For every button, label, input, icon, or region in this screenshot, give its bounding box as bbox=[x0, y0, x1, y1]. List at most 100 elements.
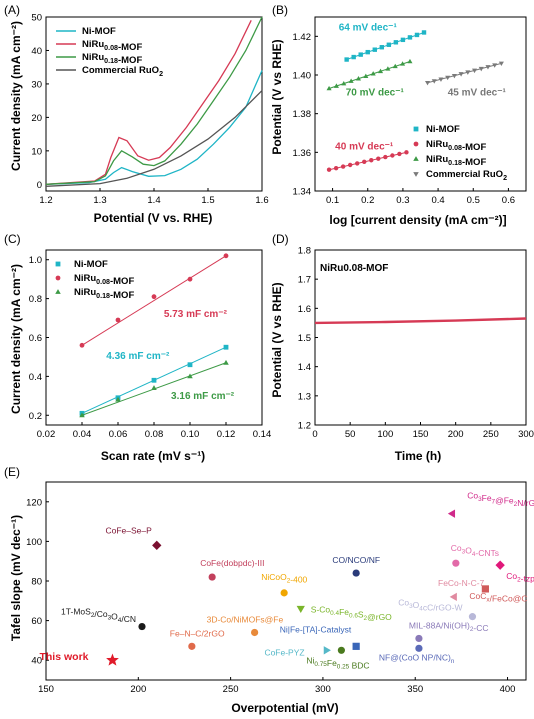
panel-a-xtick-label: 1.4 bbox=[147, 195, 160, 206]
panel-b-point bbox=[386, 42, 392, 47]
panel-b-point bbox=[376, 156, 381, 161]
panel-a-ylabel: Current density (mA cm⁻²) bbox=[9, 21, 23, 171]
panel-b-point bbox=[344, 57, 349, 62]
panel-c-point bbox=[223, 344, 229, 350]
panel-b-point bbox=[451, 73, 457, 79]
panel-e-point bbox=[323, 646, 331, 655]
panel-e-point bbox=[106, 653, 119, 666]
panel-c-legend-marker bbox=[55, 289, 61, 294]
panel-d-ytick-label: 1.6 bbox=[298, 304, 311, 315]
panel-b-point bbox=[355, 161, 360, 166]
panel-d-ylabel: Potential (V vs RHE) bbox=[270, 282, 284, 397]
panel-b-xtick-label: 0.3 bbox=[396, 195, 409, 206]
panel-e-point-label: CoFe(dobpdc)-III bbox=[200, 558, 264, 568]
panel-b-point bbox=[363, 73, 369, 78]
panel-e-point-label: NF@(CoO NP/NC)n bbox=[379, 652, 455, 665]
panel-c-slope-label: 3.16 mF cm⁻² bbox=[171, 391, 235, 402]
panel-b-point bbox=[333, 83, 339, 88]
panel-e-point-label: NiCoO2-400 bbox=[261, 572, 307, 585]
panel-e-point-label: CoCx/FeCo@C bbox=[469, 591, 527, 604]
panel-c-point bbox=[115, 317, 121, 323]
panel-b-point bbox=[362, 159, 367, 165]
panel-b-point bbox=[492, 63, 498, 68]
panel-e-point-label: Co3O4-CNTs bbox=[451, 543, 499, 558]
panel-e-point bbox=[352, 569, 360, 577]
panel-e-point bbox=[495, 560, 505, 570]
panel-b-fit-line bbox=[346, 31, 425, 61]
panel-c-plot: 0.02 0.04 0.06 0.08 0.10 0.12 0.14 0.2 0.4 0.6 0.8… bbox=[29, 249, 272, 440]
panel-c-point bbox=[79, 342, 85, 348]
panel-c-ytick-label: 0.2 bbox=[29, 411, 42, 422]
panel-c-legend-label: NiRu0.18-MOF bbox=[74, 287, 134, 301]
panel-b-xtick-label: 0.6 bbox=[502, 195, 515, 206]
panel-c-xtick-label: 0.14 bbox=[253, 429, 272, 440]
panel-b-point bbox=[358, 52, 363, 57]
panel-b-point bbox=[407, 58, 413, 64]
panel-b-ylabel: Potential (V vs RHE) bbox=[270, 39, 284, 154]
panel-b-point bbox=[478, 66, 484, 72]
panel-e-plot: 150 200 250 300 350 400 40 60 80 100 120 This work C… bbox=[26, 481, 534, 695]
panel-b-fit-line bbox=[328, 151, 407, 171]
panel-e-point-label: Co3O4cC/rGO-W bbox=[398, 598, 462, 613]
panel-e-xtick-label: 200 bbox=[130, 684, 146, 695]
panel-a-ytick-label: 40 bbox=[31, 46, 42, 57]
panel-c-slope-label: 4.36 mF cm⁻² bbox=[106, 351, 170, 362]
panel-b-legend-label: NiRu0.18-MOF bbox=[426, 154, 486, 168]
panel-b-point bbox=[421, 30, 427, 35]
panel-a-ytick-label: 10 bbox=[31, 146, 42, 157]
panel-e-point-label: MIL-88A/Ni(OH)2-CC bbox=[409, 620, 489, 633]
panel-b-point bbox=[378, 68, 384, 74]
panel-a-ytick-label: 30 bbox=[31, 79, 42, 90]
panel-d-xtick-label: 0 bbox=[312, 429, 317, 440]
panel-b-ytick-label: 1.38 bbox=[293, 109, 312, 120]
panel-a-legend-label: Commercial RuO2 bbox=[82, 65, 163, 78]
panel-label-b: (B) bbox=[272, 3, 288, 17]
panel-b-point bbox=[498, 61, 504, 67]
panel-a-ytick-label: 50 bbox=[31, 13, 42, 24]
panel-e-ylabel: Tafel slope (mV dec⁻¹) bbox=[9, 515, 23, 641]
panel-c-ytick-label: 0.4 bbox=[29, 372, 42, 383]
panel-b-point bbox=[445, 75, 451, 81]
panel-e-xlabel: Overpotential (mV) bbox=[231, 701, 338, 715]
panel-e-point-label: Ni|Fe-[TA]-Catalyst bbox=[280, 624, 352, 634]
panel-d-ytick-label: 1.3 bbox=[298, 391, 311, 402]
panel-b-point bbox=[351, 54, 356, 60]
panel-e-point-label: S-Co0.4Fe0.6S2@rGO bbox=[311, 605, 392, 623]
panel-b-point bbox=[397, 151, 402, 157]
panel-b-point bbox=[369, 158, 374, 163]
panel-c-xtick-label: 0.04 bbox=[73, 429, 92, 440]
panel-b-slope-label: 70 mV dec⁻¹ bbox=[346, 87, 405, 98]
panel-a-series-line bbox=[45, 70, 263, 185]
panel-b-point bbox=[326, 167, 332, 172]
panel-e-ytick-label: 40 bbox=[31, 656, 42, 667]
panel-c-fit-line bbox=[81, 255, 227, 346]
panel-e-point bbox=[138, 622, 146, 631]
panel-b-xlabel: log [current density (mA cm⁻²)] bbox=[329, 213, 506, 227]
panel-b-legend-marker bbox=[413, 156, 419, 161]
panel-c-xtick-label: 0.12 bbox=[217, 429, 236, 440]
panel-d-ytick-label: 1.2 bbox=[298, 421, 311, 432]
panel-e-point bbox=[415, 634, 423, 643]
panel-e-point bbox=[449, 592, 457, 601]
panel-e-ytick-label: 120 bbox=[26, 497, 42, 508]
panel-b-fit-line bbox=[427, 62, 502, 84]
panel-d-xtick-label: 150 bbox=[413, 429, 429, 440]
panel-a-series-line bbox=[45, 20, 252, 185]
panel-b-point bbox=[372, 47, 377, 52]
panel-b-xtick-label: 0.2 bbox=[361, 195, 374, 206]
panel-c-legend-marker bbox=[55, 275, 61, 281]
panel-b-slope-label: 64 mV dec⁻¹ bbox=[339, 23, 398, 34]
panel-b-point bbox=[465, 70, 471, 75]
panel-b-point bbox=[390, 153, 395, 158]
panel-e-point bbox=[447, 509, 456, 518]
panel-a-xtick-label: 1.2 bbox=[39, 195, 52, 206]
panel-c-point bbox=[223, 253, 229, 259]
panel-b-point bbox=[393, 40, 399, 45]
panel-b-point bbox=[340, 164, 346, 169]
panel-d-xtick-label: 100 bbox=[377, 429, 393, 440]
panel-e-point bbox=[280, 589, 288, 597]
panel-b-point bbox=[347, 162, 353, 168]
panel-a-ytick-label: 0 bbox=[37, 180, 42, 191]
panel-c-xtick-label: 0.08 bbox=[145, 429, 164, 440]
